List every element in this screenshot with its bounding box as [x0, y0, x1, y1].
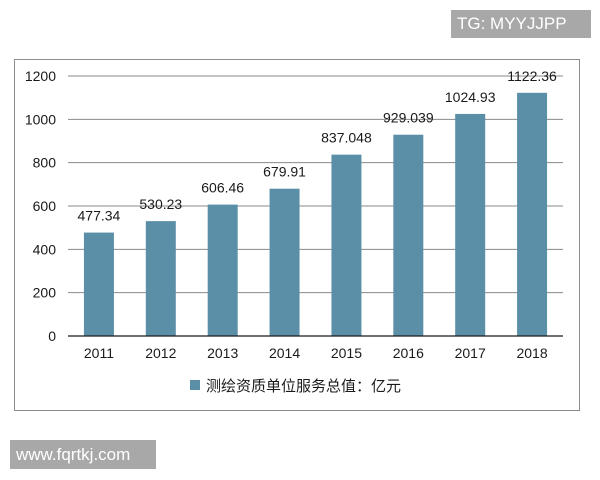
- watermark-bottom: www.fqrtkj.com: [10, 440, 156, 469]
- y-tick-label: 400: [33, 241, 57, 257]
- bar-2015: [331, 154, 362, 336]
- y-tick-label: 1200: [25, 68, 56, 84]
- data-label: 1024.93: [445, 89, 496, 105]
- bar-2016: [393, 134, 424, 336]
- data-label: 477.34: [78, 208, 121, 224]
- x-tick-label: 2012: [145, 345, 176, 361]
- x-tick-label: 2015: [331, 345, 362, 361]
- data-label: 606.46: [201, 180, 244, 196]
- bar-2018: [517, 92, 548, 337]
- x-tick-label: 2011: [84, 345, 114, 361]
- legend-swatch-icon: [190, 380, 200, 390]
- x-tick-label: 2018: [516, 345, 547, 361]
- bar-2014: [269, 188, 300, 336]
- x-tick-label: 2017: [455, 345, 486, 361]
- watermark-top: TG: MYYJJPP: [451, 10, 591, 38]
- legend: 测绘资质单位服务总值：亿元: [190, 374, 401, 396]
- x-tick-label: 2016: [393, 345, 424, 361]
- bars: 477.34 530.23 606.46 679.91 837.048 929.039 10…: [78, 68, 557, 337]
- y-axis-ticks: 0 200 400 600 800 1000 1200: [25, 68, 56, 344]
- bar-2013: [207, 204, 238, 336]
- x-tick-label: 2013: [207, 345, 238, 361]
- data-label: 679.91: [263, 164, 306, 180]
- bar-2012: [145, 221, 176, 336]
- x-axis-ticks: 2011 2012 2013 2014 2015 2016 2017 2018: [84, 345, 548, 361]
- data-label: 1122.36: [507, 68, 557, 84]
- data-label: 837.048: [321, 130, 372, 146]
- x-tick-label: 2014: [269, 345, 300, 361]
- data-label: 530.23: [139, 196, 182, 212]
- legend-label: 测绘资质单位服务总值：亿元: [206, 376, 402, 395]
- bar-2011: [83, 232, 114, 336]
- y-tick-label: 200: [33, 285, 57, 301]
- bar-2017: [455, 113, 486, 337]
- gridlines: [68, 75, 563, 294]
- y-tick-label: 600: [33, 198, 57, 214]
- data-label: 929.039: [383, 110, 434, 126]
- y-tick-label: 800: [33, 155, 57, 171]
- y-tick-label: 0: [48, 328, 56, 344]
- y-tick-label: 1000: [25, 111, 56, 127]
